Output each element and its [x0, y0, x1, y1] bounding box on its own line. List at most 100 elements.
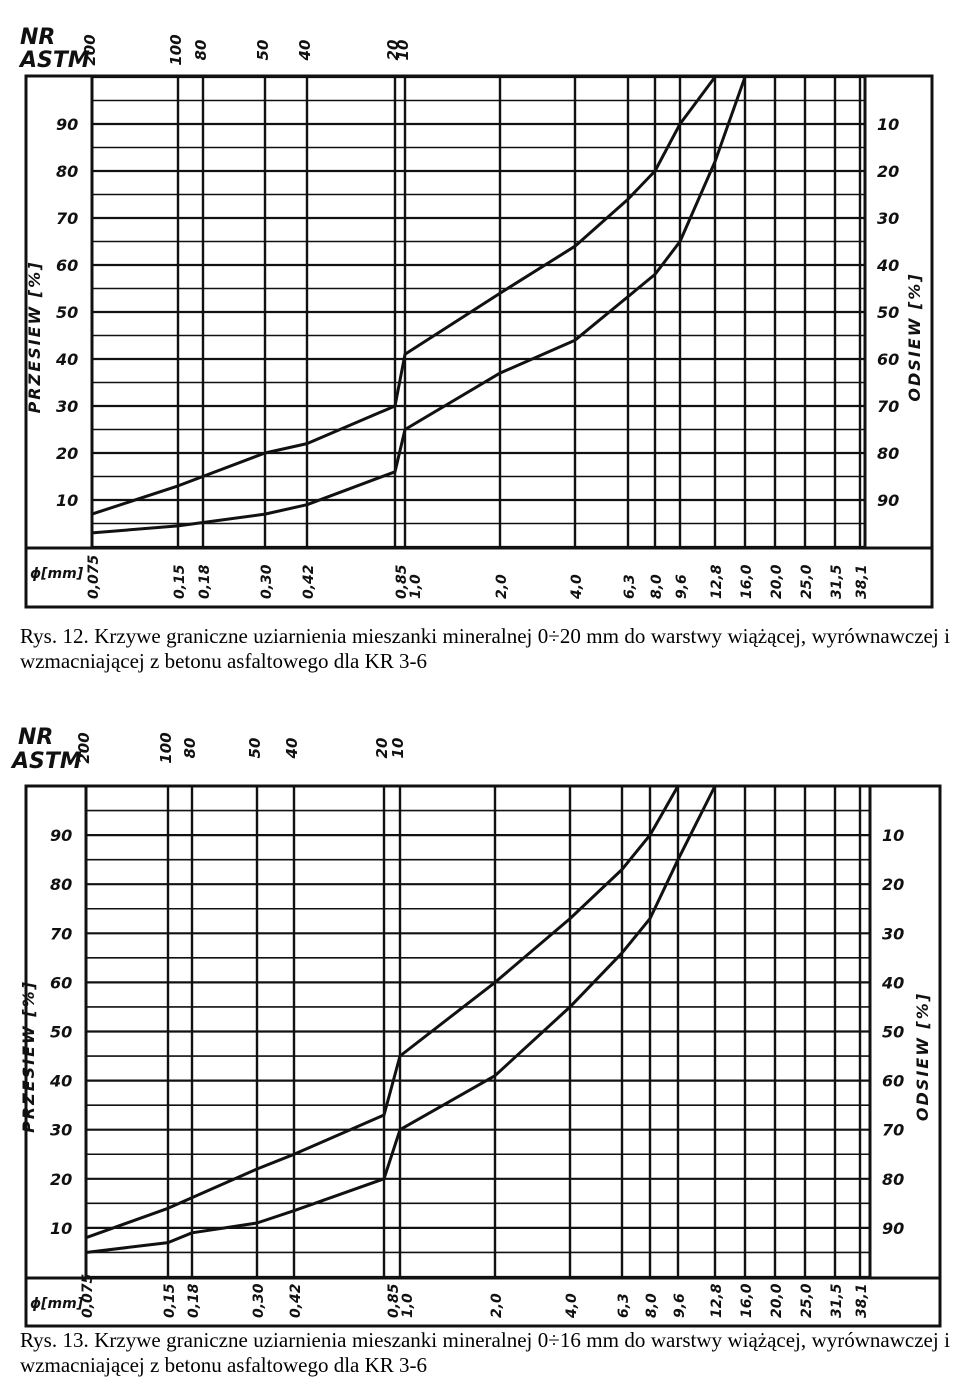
y-tick-right: 10	[882, 826, 904, 845]
lower-limit-curve	[91, 76, 747, 535]
y-tick-left: 50	[50, 1023, 72, 1042]
astm-sieve-label: 20	[384, 40, 402, 61]
header-astm-label: ASTM	[18, 48, 90, 73]
x-tick-label: 31,5	[829, 564, 845, 599]
y-tick-left: 70	[56, 209, 78, 228]
y-tick-right: 20	[877, 162, 899, 181]
x-tick-label: 0,15	[172, 564, 188, 599]
x-tick-label: 20,0	[769, 1283, 785, 1318]
astm-sieve-label: 100	[157, 732, 175, 763]
y-tick-left: 60	[50, 973, 72, 992]
y-tick-left: 90	[56, 115, 78, 134]
x-tick-label: 16,0	[739, 564, 755, 599]
figure-caption-2: Rys. 13. Krzywe graniczne uziarnienia mi…	[20, 1328, 950, 1377]
x-tick-label: 0,18	[197, 564, 213, 599]
y-tick-right: 40	[881, 973, 904, 992]
x-tick-label: 31,5	[829, 1283, 845, 1318]
astm-sieve-label: 10	[389, 738, 407, 759]
x-tick-label: 4,0	[564, 1293, 580, 1319]
x-tick-label: 6,3	[616, 1293, 632, 1318]
x-axis-title: ϕ[mm]	[30, 1296, 84, 1312]
x-tick-label: 0,075	[80, 1273, 96, 1318]
astm-sieve-label: 200	[75, 732, 93, 763]
y-tick-left: 10	[56, 491, 78, 510]
y-axis-title-right: ODSIEW [%]	[905, 272, 924, 401]
y-tick-left: 40	[55, 350, 78, 369]
x-tick-label: 20,0	[769, 564, 785, 599]
x-tick-label: 0,851,0	[394, 564, 424, 599]
x-tick-label: 38,1	[854, 564, 870, 599]
x-axis-title: ϕ[mm]	[30, 566, 84, 582]
upper-limit-curve	[91, 76, 717, 516]
y-tick-left: 80	[56, 162, 78, 181]
astm-sieve-label: 50	[254, 40, 272, 61]
x-tick-label: 0,30	[251, 1283, 267, 1318]
astm-sieve-label: 40	[283, 738, 301, 760]
y-tick-right: 40	[876, 256, 899, 275]
lower-limit-curve	[85, 785, 717, 1254]
y-tick-right: 50	[882, 1023, 904, 1042]
y-tick-left: 60	[56, 256, 78, 275]
y-tick-left: 30	[50, 1121, 72, 1140]
x-tick-label: 0,851,0	[386, 1283, 416, 1318]
y-tick-left: 50	[56, 303, 78, 322]
y-tick-right: 10	[877, 115, 899, 134]
x-tick-label: 8,0	[649, 574, 665, 599]
y-tick-right: 30	[877, 209, 899, 228]
x-tick-label: 6,3	[622, 574, 638, 599]
x-tick-label: 0,42	[301, 564, 317, 599]
astm-sieve-label: 200	[81, 34, 99, 65]
x-tick-label: 0,30	[259, 564, 275, 599]
astm-sieve-label: 20	[373, 738, 391, 759]
y-tick-right: 80	[882, 1170, 904, 1189]
x-tick-label: 4,0	[569, 574, 585, 600]
y-tick-left: 80	[50, 875, 72, 894]
y-tick-right: 90	[882, 1219, 904, 1238]
astm-sieve-label: 40	[296, 40, 314, 62]
y-tick-left: 20	[50, 1170, 72, 1189]
x-tick-label: 2,0	[489, 1293, 505, 1318]
y-tick-right: 50	[877, 303, 899, 322]
y-axis-title-left: PRZESIEW [%]	[19, 980, 38, 1133]
y-tick-left: 70	[50, 924, 72, 943]
y-tick-right: 20	[882, 875, 904, 894]
y-tick-right: 60	[877, 350, 899, 369]
y-tick-right: 70	[882, 1121, 904, 1140]
x-tick-label: 38,1	[854, 1283, 870, 1318]
y-tick-right: 70	[877, 397, 899, 416]
y-tick-left: 90	[50, 826, 72, 845]
x-tick-label: 16,0	[739, 1283, 755, 1318]
y-tick-left: 30	[56, 397, 78, 416]
x-tick-label: 9,6	[674, 574, 690, 599]
astm-sieve-label: 100	[167, 34, 185, 65]
astm-sieve-label: 10	[394, 40, 412, 61]
y-tick-right: 80	[877, 444, 899, 463]
x-tick-label: 9,6	[672, 1293, 688, 1318]
x-tick-label: 25,0	[799, 564, 815, 599]
header-nr-label: NR	[18, 725, 53, 750]
y-axis-title-left: PRZESIEW [%]	[25, 261, 44, 414]
y-tick-right: 30	[882, 924, 904, 943]
header-nr-label: NR	[20, 25, 55, 50]
y-tick-right: 60	[882, 1072, 904, 1091]
x-tick-label: 0,075	[86, 554, 102, 599]
x-tick-label: 8,0	[644, 1293, 660, 1318]
header-astm-label: ASTM	[10, 749, 82, 774]
x-tick-label: 2,0	[494, 574, 510, 599]
y-tick-left: 10	[50, 1219, 72, 1238]
astm-sieve-label: 80	[181, 738, 199, 759]
upper-limit-curve	[85, 785, 680, 1240]
x-tick-label: 12,8	[709, 564, 725, 599]
y-tick-left: 40	[49, 1072, 72, 1091]
x-tick-label: 0,42	[288, 1283, 304, 1318]
x-tick-label: 0,15	[162, 1283, 178, 1318]
astm-sieve-label: 80	[192, 40, 210, 61]
x-tick-label: 12,8	[709, 1283, 725, 1318]
y-tick-left: 20	[56, 444, 78, 463]
x-tick-label: 0,18	[186, 1283, 202, 1318]
astm-sieve-label: 50	[246, 738, 264, 759]
x-tick-label: 25,0	[799, 1283, 815, 1318]
figure-caption-1: Rys. 12. Krzywe graniczne uziarnienia mi…	[20, 624, 950, 673]
